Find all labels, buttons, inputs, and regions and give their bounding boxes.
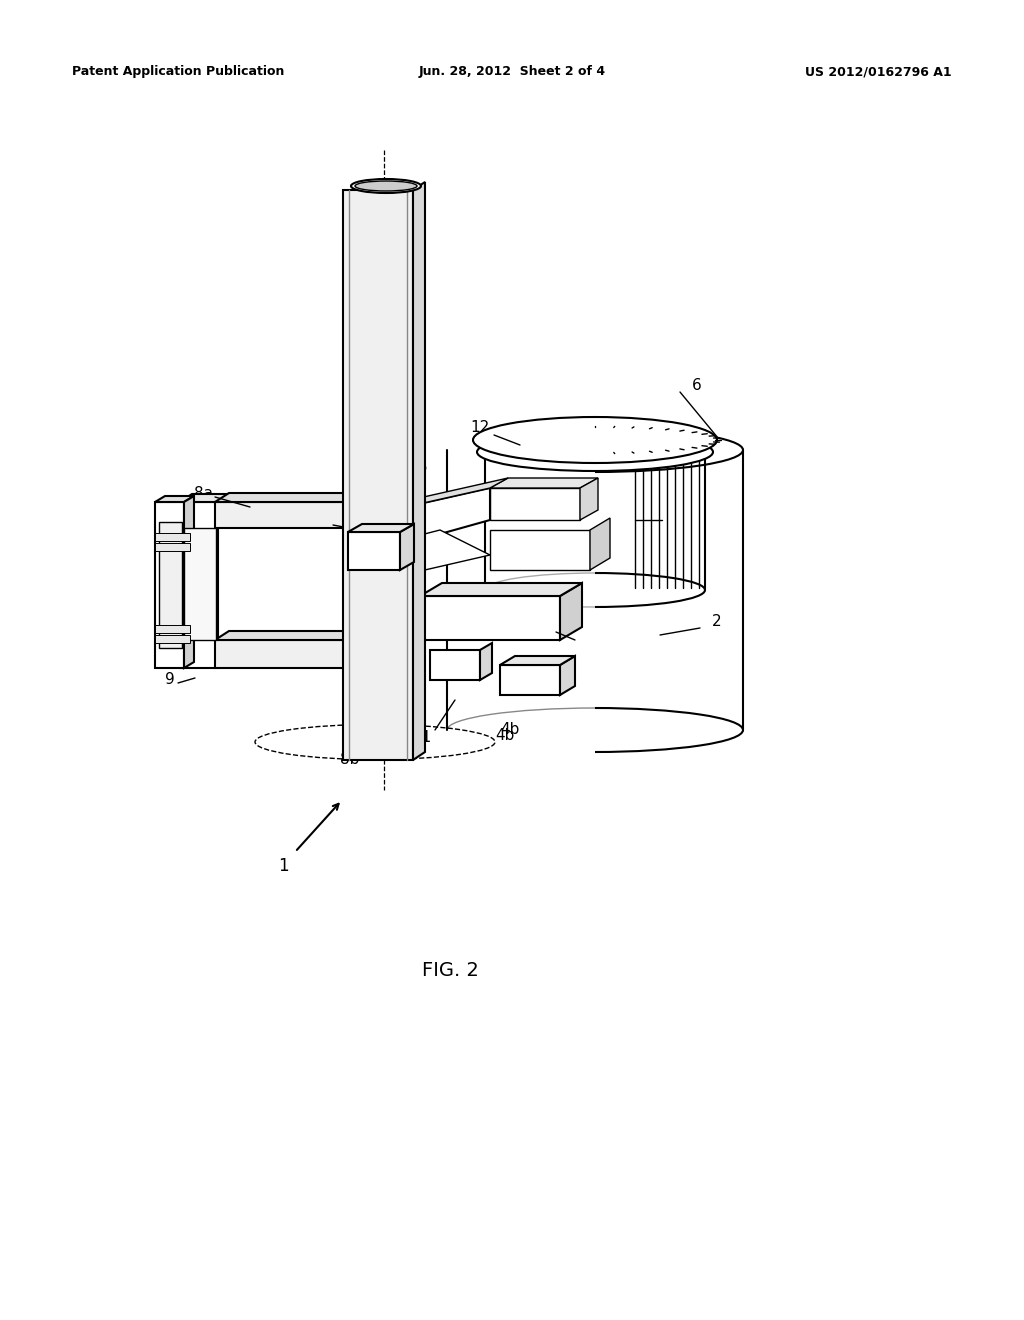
Ellipse shape — [485, 433, 705, 467]
Polygon shape — [215, 631, 384, 640]
Polygon shape — [155, 624, 190, 634]
Polygon shape — [215, 502, 370, 528]
Ellipse shape — [355, 181, 417, 191]
Polygon shape — [490, 488, 580, 520]
Text: Jun. 28, 2012  Sheet 2 of 4: Jun. 28, 2012 Sheet 2 of 4 — [419, 66, 605, 78]
Text: 10: 10 — [310, 511, 330, 525]
Polygon shape — [184, 496, 194, 668]
Polygon shape — [580, 478, 598, 520]
Text: 8a: 8a — [194, 486, 213, 500]
Polygon shape — [420, 597, 560, 640]
Polygon shape — [215, 492, 384, 502]
Polygon shape — [447, 450, 743, 730]
Polygon shape — [370, 492, 384, 528]
Polygon shape — [159, 521, 182, 648]
Polygon shape — [348, 524, 414, 532]
Polygon shape — [400, 524, 414, 570]
Text: 1: 1 — [278, 857, 289, 875]
Polygon shape — [215, 640, 370, 668]
Polygon shape — [155, 496, 194, 502]
Polygon shape — [370, 531, 490, 578]
Text: Patent Application Publication: Patent Application Publication — [72, 66, 285, 78]
Polygon shape — [480, 643, 492, 680]
Polygon shape — [155, 635, 190, 643]
Text: 6: 6 — [692, 378, 701, 392]
Polygon shape — [430, 649, 480, 680]
Text: 9: 9 — [165, 672, 175, 688]
Text: FIG. 2: FIG. 2 — [422, 961, 478, 979]
Polygon shape — [485, 450, 705, 590]
Polygon shape — [348, 532, 400, 570]
Polygon shape — [155, 533, 190, 541]
Polygon shape — [590, 517, 610, 570]
Text: 3: 3 — [674, 506, 684, 520]
Text: 11: 11 — [413, 730, 432, 744]
Polygon shape — [560, 583, 582, 640]
Ellipse shape — [351, 180, 421, 193]
Polygon shape — [500, 656, 575, 665]
Polygon shape — [490, 531, 590, 570]
Text: 4a: 4a — [558, 620, 577, 635]
Polygon shape — [420, 583, 582, 597]
Polygon shape — [180, 494, 230, 502]
Text: US 2012/0162796 A1: US 2012/0162796 A1 — [805, 66, 952, 78]
Polygon shape — [370, 478, 508, 515]
Text: 2: 2 — [712, 615, 722, 630]
Polygon shape — [155, 543, 190, 550]
Polygon shape — [184, 528, 216, 640]
Polygon shape — [155, 502, 184, 668]
Text: 4b: 4b — [501, 722, 520, 738]
Polygon shape — [180, 502, 218, 668]
Polygon shape — [490, 478, 598, 488]
Polygon shape — [500, 665, 560, 696]
Text: 8b: 8b — [340, 752, 359, 767]
Polygon shape — [343, 190, 413, 760]
Text: 16: 16 — [409, 461, 428, 475]
Polygon shape — [370, 631, 384, 668]
Text: 12: 12 — [470, 421, 489, 436]
Polygon shape — [413, 182, 425, 760]
Text: 4b: 4b — [496, 727, 515, 742]
Polygon shape — [370, 488, 490, 548]
Ellipse shape — [473, 417, 717, 463]
Ellipse shape — [477, 433, 713, 471]
Polygon shape — [560, 656, 575, 696]
